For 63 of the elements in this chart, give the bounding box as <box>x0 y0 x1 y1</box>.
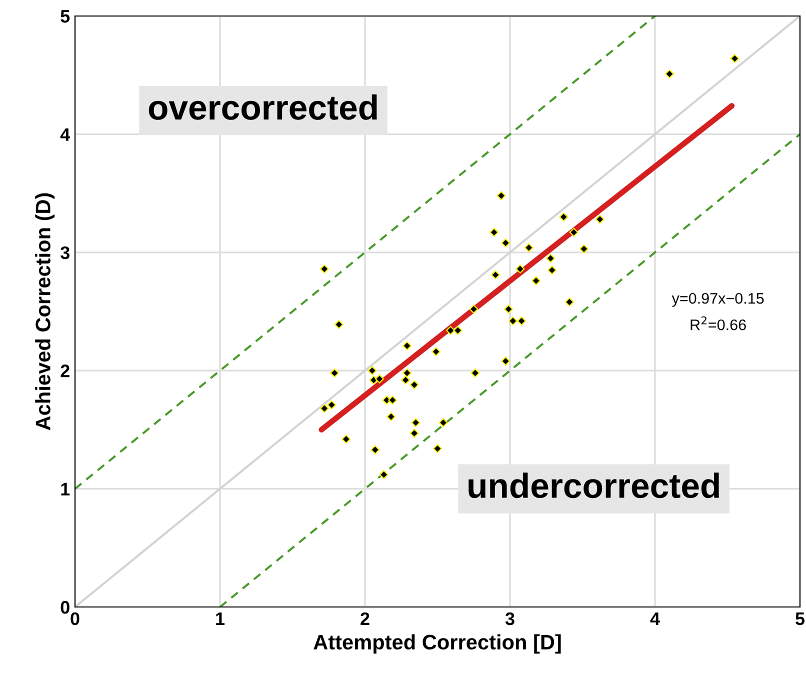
point <box>569 228 578 237</box>
point <box>433 444 442 454</box>
point <box>496 191 506 200</box>
point <box>401 376 410 385</box>
point <box>516 264 525 274</box>
point <box>432 347 441 356</box>
point <box>342 434 351 444</box>
point <box>370 445 380 454</box>
point <box>508 316 518 326</box>
y-tick-label: 2 <box>60 364 70 378</box>
y-tick-label: 1 <box>61 482 70 496</box>
x-axis-title: Attempted Correction [D] <box>314 634 561 654</box>
x-tick-label: 2 <box>360 612 370 625</box>
point <box>411 418 420 428</box>
x-tick-label: 4 <box>650 612 660 625</box>
point <box>532 276 541 286</box>
point <box>410 428 419 438</box>
point <box>579 244 588 254</box>
point <box>546 254 556 263</box>
point <box>375 374 384 384</box>
point <box>501 356 510 366</box>
x-tick-label: 1 <box>216 612 225 625</box>
annotation: overcorrected <box>148 94 377 120</box>
point <box>379 470 388 480</box>
point <box>330 368 340 378</box>
point <box>517 316 526 326</box>
point <box>438 418 448 428</box>
point <box>334 320 344 329</box>
point <box>469 304 478 314</box>
point <box>386 412 396 422</box>
point <box>402 341 412 350</box>
x-tick-label: 0 <box>70 612 80 626</box>
x-tick-label: 5 <box>796 612 805 626</box>
point <box>730 54 740 64</box>
point <box>595 214 604 224</box>
point <box>548 266 557 275</box>
point <box>320 264 329 274</box>
point <box>524 243 534 252</box>
annotation: y=0.97x−0.15 <box>672 292 764 307</box>
point <box>453 326 462 335</box>
point <box>559 212 568 222</box>
y-tick-label: 5 <box>60 10 70 23</box>
point <box>388 396 398 405</box>
y-tick-label: 0 <box>60 600 70 614</box>
y-axis-title: Achieved Correction (D) <box>35 193 55 430</box>
point <box>491 270 500 280</box>
point <box>501 238 510 248</box>
annotation: R$^{2}$=0.66 <box>690 316 746 330</box>
point <box>402 368 412 378</box>
point <box>446 326 456 335</box>
annotation: undercorrected <box>468 472 719 498</box>
point <box>504 304 514 314</box>
point <box>470 368 480 378</box>
point <box>327 400 336 410</box>
point <box>410 380 419 390</box>
point <box>665 69 674 78</box>
x-tick-label: 3 <box>505 612 514 626</box>
point <box>320 404 329 413</box>
point <box>564 298 574 307</box>
y-tick-label: 3 <box>60 246 70 260</box>
point <box>490 228 499 237</box>
y-tick-label: 4 <box>60 128 70 141</box>
point <box>368 366 377 376</box>
